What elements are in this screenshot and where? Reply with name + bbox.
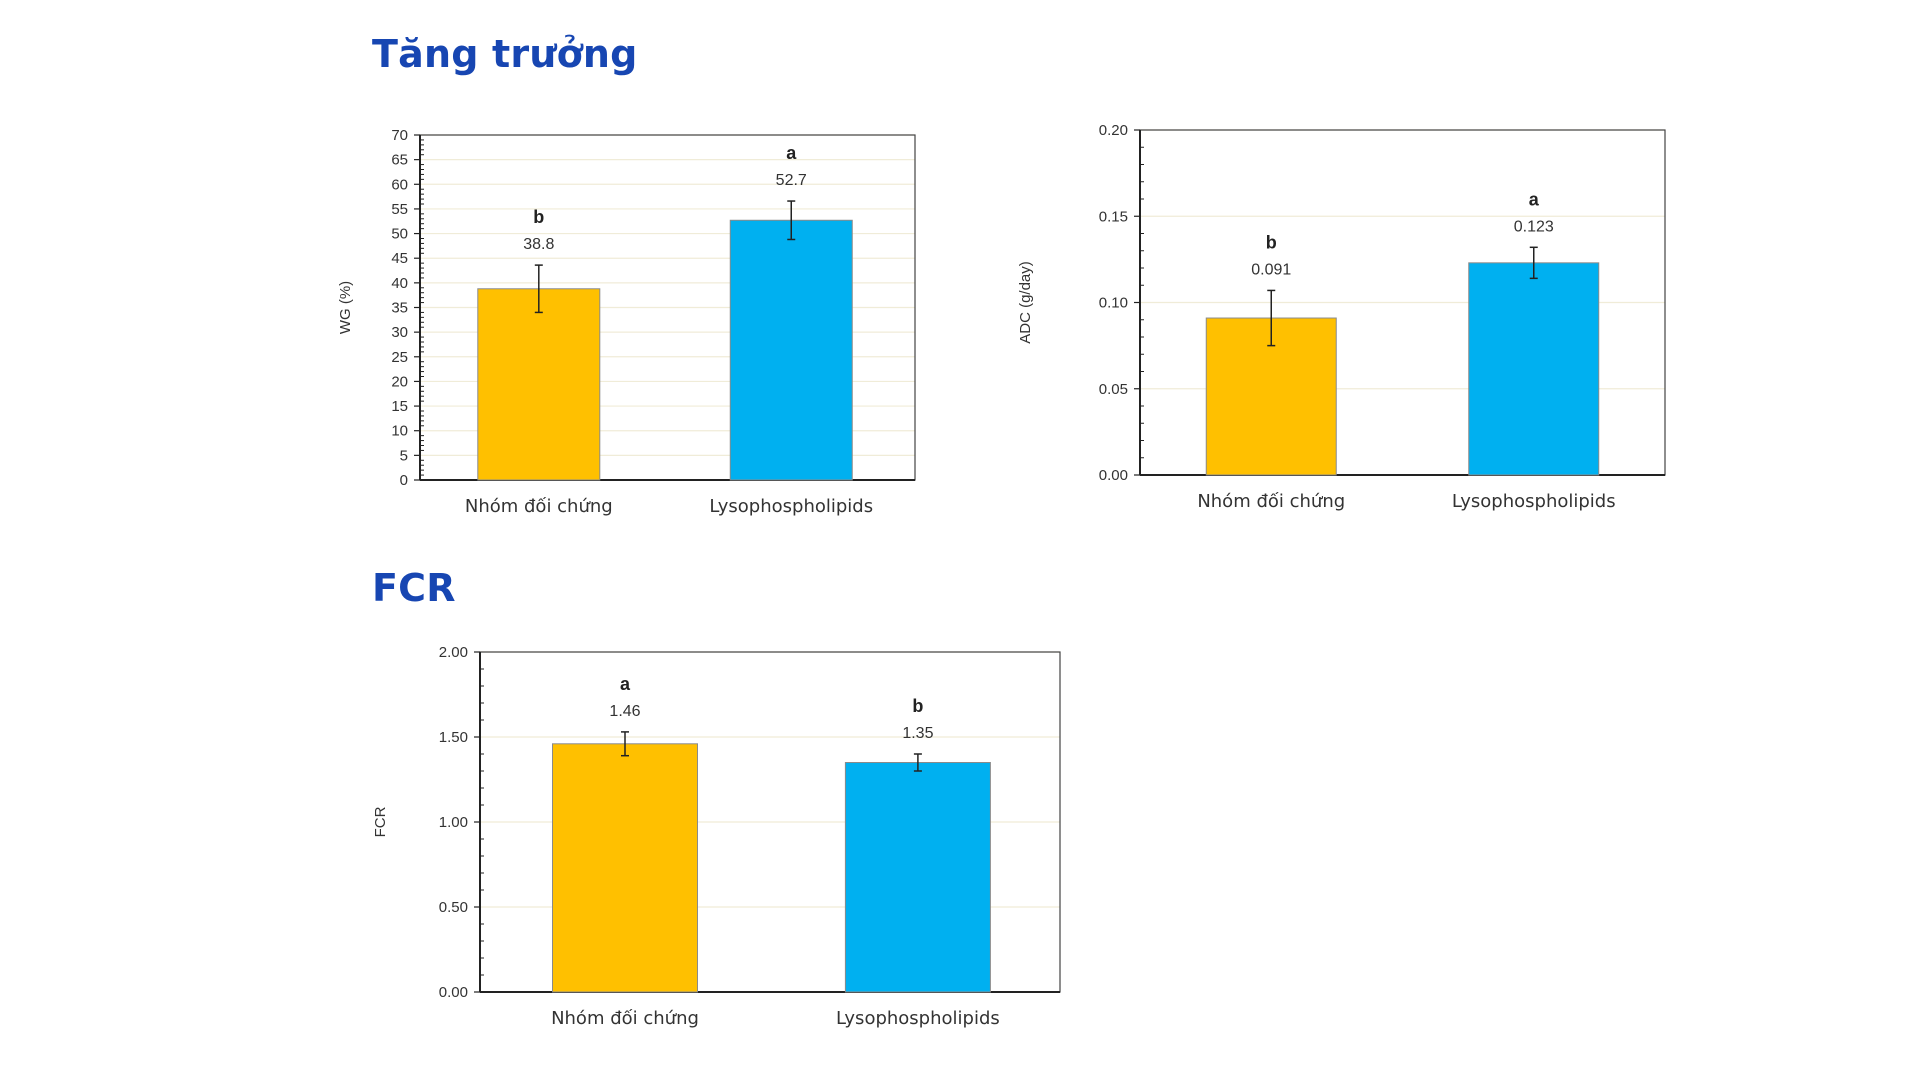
x-category-label: Nhóm đối chứng <box>551 1008 699 1029</box>
y-tick-label: 45 <box>391 250 408 267</box>
significance-letter: a <box>1529 189 1540 209</box>
bar-lysophospholipids <box>844 762 991 993</box>
chart-fcr: 0.00 0.50 1.00 1.50 2.00 FCR 1.46 a Nhóm đối chứ… <box>372 644 1061 1029</box>
chart-adc: 0.00 0.05 0.10 0.15 0.20 ADC (g/day) 0.091 b Nhó… <box>1017 122 1666 512</box>
y-tick-label: 20 <box>391 373 408 390</box>
bar-control <box>477 288 601 481</box>
y-tick-label: 2.00 <box>439 644 468 661</box>
y-tick-label: 65 <box>391 152 408 169</box>
bar-lysophospholipids <box>729 219 853 481</box>
y-tick-label: 60 <box>391 176 408 193</box>
y-tick-label: 70 <box>391 127 408 144</box>
section-title-growth: Tăng trưởng <box>372 32 638 76</box>
y-tick-label: 0.00 <box>439 984 468 1001</box>
y-tick-label: 0.10 <box>1099 295 1128 312</box>
y-tick-label: 10 <box>391 423 408 440</box>
y-tick-label: 25 <box>391 349 408 366</box>
chart-wg: 0 5 10 15 20 25 30 35 40 45 50 55 60 65 70 WG (%) 38.8 b N… <box>337 127 916 517</box>
y-tick-label: 1.50 <box>439 729 468 746</box>
x-category-label: Lysophospholipids <box>836 1008 1000 1029</box>
y-tick-label: 5 <box>400 447 408 464</box>
data-label: 38.8 <box>523 236 554 253</box>
data-label: 1.46 <box>609 703 640 720</box>
significance-letter: b <box>533 207 544 227</box>
y-tick-label: 15 <box>391 398 408 415</box>
y-tick-label: 40 <box>391 275 408 292</box>
bar-lysophospholipids <box>1468 262 1600 476</box>
data-label: 0.123 <box>1514 218 1554 235</box>
y-tick-label: 0.00 <box>1099 467 1128 484</box>
y-tick-label: 30 <box>391 324 408 341</box>
y-tick-label: 0.15 <box>1099 208 1128 225</box>
y-tick-label: 0.50 <box>439 899 468 916</box>
data-label: 1.35 <box>902 725 933 742</box>
y-axis-title: WG (%) <box>337 281 354 334</box>
y-axis-title: ADC (g/day) <box>1017 261 1034 344</box>
significance-letter: b <box>1266 232 1277 252</box>
y-tick-label: 1.00 <box>439 814 468 831</box>
x-category-label: Nhóm đối chứng <box>465 496 613 517</box>
significance-letter: a <box>786 143 797 163</box>
section-title-fcr: FCR <box>372 566 456 610</box>
x-category-label: Nhóm đối chứng <box>1197 491 1345 512</box>
y-axis-title: FCR <box>372 806 389 837</box>
bar-control <box>552 743 698 993</box>
y-tick-label: 0.20 <box>1099 122 1128 139</box>
x-category-label: Lysophospholipids <box>1452 491 1616 512</box>
y-tick-label: 0.05 <box>1099 381 1128 398</box>
y-tick-label: 50 <box>391 226 408 243</box>
data-label: 0.091 <box>1251 261 1291 278</box>
y-tick-label: 55 <box>391 201 408 218</box>
significance-letter: a <box>620 674 631 694</box>
y-tick-label: 35 <box>391 300 408 317</box>
y-tick-label: 0 <box>400 472 408 489</box>
x-category-label: Lysophospholipids <box>709 496 873 517</box>
data-label: 52.7 <box>776 172 807 189</box>
significance-letter: b <box>912 696 923 716</box>
